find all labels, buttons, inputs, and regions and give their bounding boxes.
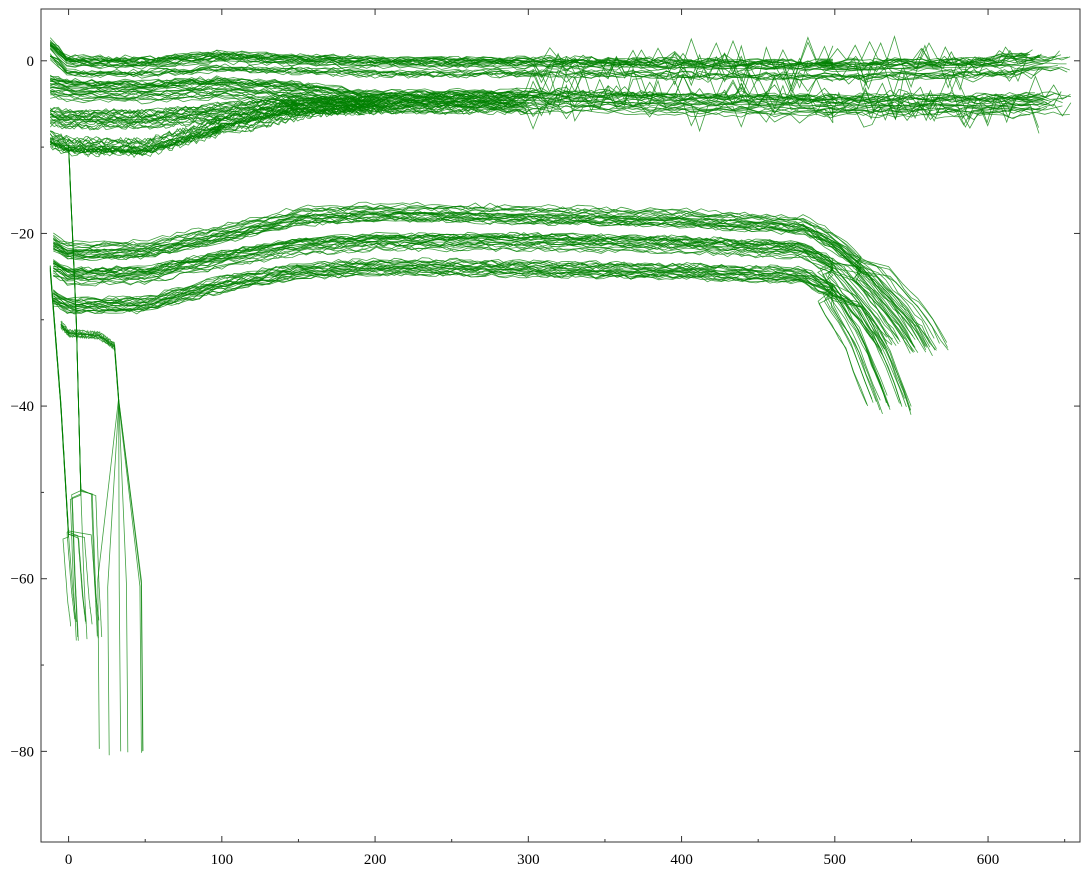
y-tick-label-3: −60 [11, 572, 34, 588]
series-line-6-trace-20 [53, 271, 912, 415]
series-line-0-trace-15 [49, 39, 1028, 65]
x-tick-label-6: 600 [977, 852, 1000, 868]
series-line-0-trace-2 [50, 55, 1049, 96]
series-line-5-trace-20 [53, 245, 919, 353]
series-line-0-trace-22 [49, 43, 1055, 92]
series-line-6-trace-18 [53, 267, 907, 407]
x-tick-label-2: 200 [364, 852, 387, 868]
series-line-8-trace-2 [49, 266, 86, 622]
series-line-5-trace-17 [53, 232, 888, 338]
series-line-6-trace-19 [53, 270, 891, 410]
series-line-1-trace-25 [49, 92, 1030, 123]
series-line-1-trace-27 [50, 94, 1070, 129]
series-line-6-trace-17 [53, 264, 903, 407]
series-line-3-trace-19 [49, 97, 363, 146]
series-line-6-trace-8 [52, 264, 900, 404]
series-line-4-trace-17 [53, 205, 940, 344]
series-line-7-trace-4 [60, 325, 142, 753]
series-line-9-trace-5 [68, 144, 98, 637]
series-line-6-trace-12 [53, 262, 877, 402]
series-line-1-trace-19 [50, 88, 1039, 128]
y-tick-label-0: 0 [27, 54, 35, 70]
series-line-4-trace-21 [53, 215, 927, 353]
series-line-3-trace-20 [49, 104, 386, 152]
series-line-6-trace-4 [53, 260, 881, 401]
series-line-0-trace-12 [49, 43, 1071, 70]
series-line-6-trace-15 [53, 271, 883, 415]
series-line-6-trace-16 [53, 264, 868, 405]
series-line-2-trace-20 [50, 92, 515, 115]
series-line-6-trace-14 [53, 259, 905, 399]
x-tick-label-4: 400 [670, 852, 693, 868]
y-tick-label-2: −40 [11, 399, 34, 415]
series-line-0-trace-25 [50, 44, 1043, 82]
series-line-3-trace-21 [50, 106, 399, 155]
series-line-1-trace-26 [50, 76, 1035, 112]
series-line-7-trace-5 [60, 323, 144, 751]
series-line-0-trace-14 [49, 47, 1035, 97]
series-line-0-trace-21 [49, 55, 1058, 83]
series-line-0-trace-27 [49, 42, 1029, 89]
y-tick-label-4: −80 [11, 744, 34, 760]
series-line-5-trace-18 [53, 238, 899, 345]
series-line-8-trace-5 [49, 270, 71, 627]
series-line-8-trace-4 [49, 268, 87, 624]
plot-frame [40, 8, 1081, 843]
series-line-4-trace-18 [53, 212, 926, 347]
x-tick-label-3: 300 [517, 852, 540, 868]
series-line-3-trace-2 [49, 111, 365, 158]
series-line-0-trace-26 [49, 56, 1059, 81]
series-line-4-trace-19 [53, 201, 914, 337]
series-line-6-trace-21 [53, 257, 888, 396]
series-line-5-trace-10 [53, 246, 913, 352]
series-line-4-trace-16 [53, 204, 916, 340]
series-line-7 [60, 323, 122, 752]
y-tick-label-1: −20 [11, 226, 34, 242]
series-line-6-trace-2 [52, 270, 911, 412]
series-line-1-trace-24 [50, 79, 1044, 121]
series-line-1-trace-21 [50, 67, 1067, 119]
x-tick-label-1: 100 [211, 852, 234, 868]
series-line-5-trace-6 [53, 246, 883, 355]
series-line-5-trace-19 [53, 233, 912, 343]
series-line-0-trace-23 [49, 44, 1067, 93]
x-tick-label-0: 0 [65, 852, 73, 868]
series-line-6-trace-5 [53, 268, 869, 407]
tick-labels: 0 100 200 300 400 500 600 0 −20 −40 −60 −80 [11, 54, 1000, 868]
series-line-4-trace-14 [53, 218, 933, 356]
series-line-6-trace-13 [53, 262, 874, 403]
series-line-2-trace-12 [49, 108, 528, 131]
series-lines [49, 35, 1072, 756]
series-line-9-trace-2 [68, 147, 82, 641]
series-line-6-trace-10 [53, 267, 912, 407]
series-line-6-trace-3 [53, 259, 886, 398]
series-line-7-trace-3 [60, 326, 120, 756]
series-line-0-trace-19 [49, 44, 1068, 87]
series-line-3-trace-15 [49, 104, 370, 152]
series-line-1-trace-20 [50, 89, 1048, 115]
series-line-9-trace-4 [68, 144, 103, 638]
series-line-7-trace-2 [60, 324, 144, 752]
series-line-6-trace-7 [53, 263, 902, 405]
series-line-2-trace-19 [50, 93, 543, 115]
axis-ticks [41, 9, 1080, 842]
series-line-1-trace-17 [50, 82, 1062, 116]
x-tick-label-5: 500 [824, 852, 847, 868]
series-line-5-trace-21 [53, 231, 905, 340]
series-line-7-trace-1 [60, 320, 120, 749]
series-line-6-trace-11 [53, 260, 887, 404]
series-line-4-trace-3 [53, 209, 948, 348]
series-line-2-trace-15 [49, 93, 535, 116]
